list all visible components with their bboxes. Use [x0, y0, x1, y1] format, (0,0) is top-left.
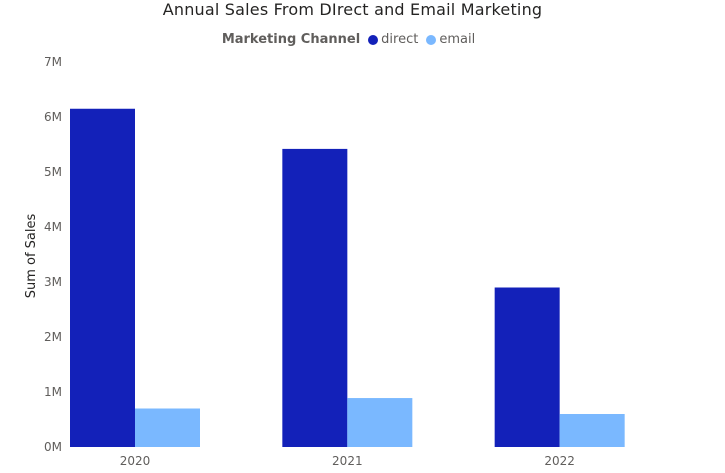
y-tick-label: 1M: [44, 385, 62, 399]
y-tick-label: 0M: [44, 440, 62, 454]
bar-direct-2022[interactable]: [494, 287, 560, 448]
y-tick-label: 5M: [44, 165, 62, 179]
bar-direct-2021[interactable]: [282, 148, 348, 447]
legend-item-email[interactable]: email: [426, 32, 475, 47]
y-tick-label: 2M: [44, 330, 62, 344]
y-tick-label: 4M: [44, 220, 62, 234]
legend-title: Marketing Channel: [221, 32, 361, 47]
x-tick-label: 2020: [120, 454, 151, 468]
bar-direct-2020[interactable]: [70, 108, 135, 447]
y-tick-label: 7M: [44, 55, 62, 69]
legend-item-direct[interactable]: direct: [368, 32, 418, 47]
x-tick-label: 2021: [332, 454, 363, 468]
y-axis-label: Sum of Sales: [24, 214, 39, 299]
y-tick-label: 6M: [44, 110, 62, 124]
bar-email-2021[interactable]: [347, 398, 413, 447]
bar-email-2022[interactable]: [559, 414, 625, 447]
y-tick-label: 3M: [44, 275, 62, 289]
bar-email-2020[interactable]: [135, 408, 200, 448]
x-tick-label: 2022: [544, 454, 575, 468]
chart-title: Annual Sales From DIrect and Email Marke…: [162, 0, 543, 19]
legend-swatch-email: [426, 34, 437, 45]
legend: Marketing Channel direct email: [0, 32, 705, 47]
legend-swatch-direct: [368, 34, 379, 45]
legend-label-email: email: [439, 32, 476, 47]
legend-label-direct: direct: [381, 32, 419, 47]
